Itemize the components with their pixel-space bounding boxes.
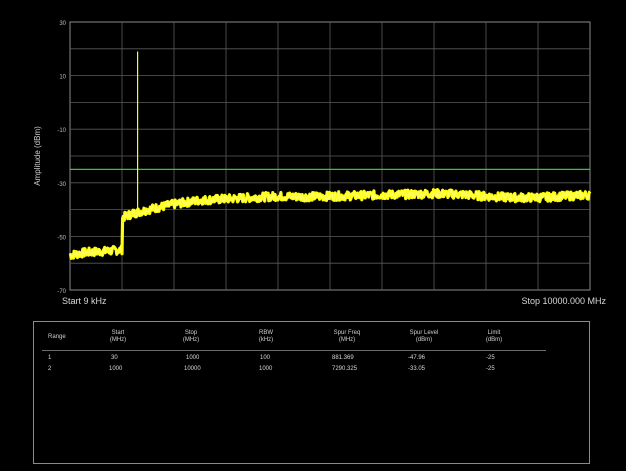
header-limit: Limit (dBm) [480,330,508,344]
row-limit: -25 [486,366,495,372]
row-spur-level: -47.96 [408,355,426,361]
header-start-unit: (MHz) [109,337,127,343]
row-stop: 1000 [186,355,200,361]
y-tick-label: -70 [57,289,66,295]
spectrum-trace [69,189,591,260]
spectrum-plot: 30 10 -10 -30 -50 -70 Amplitude (dBm) [33,21,592,295]
header-rbw-label: RBW [259,330,273,336]
row-stop: 10000 [184,366,201,372]
header-stop-unit: (MHz) [182,337,200,343]
header-spur-freq: Spur Freq (MHz) [327,330,367,344]
header-spur-freq-unit: (MHz) [338,337,356,343]
header-spur-level-label: Spur Level [409,330,439,336]
row-rbw: 1000 [259,366,273,372]
spur-results-table: Range Start (MHz) Stop (MHz) RBW (kHz) S… [33,321,590,464]
header-range-label: Range [48,334,66,340]
header-spur-freq-label: Spur Freq [333,330,361,336]
stop-frequency-label: Stop 10000.000 MHz [521,296,606,306]
header-range: Range [48,334,66,341]
header-limit-unit: (dBm) [485,337,503,343]
row-rbw: 100 [260,355,271,361]
header-rbw-unit: (kHz) [258,337,274,343]
row-start: 30 [111,355,118,361]
header-limit-label: Limit [487,330,501,336]
y-tick-label: -10 [57,128,66,134]
y-tick-label: 30 [59,21,66,27]
header-divider [42,350,546,351]
header-start: Start (MHz) [104,330,132,344]
header-spur-level: Spur Level (dBm) [402,330,446,344]
start-frequency-label: Start 9 kHz [62,296,107,306]
header-start-label: Start [111,330,125,336]
row-start: 1000 [109,366,123,372]
header-stop: Stop (MHz) [177,330,205,344]
y-axis-label: Amplitude (dBm) [33,126,42,186]
row-range: 2 [48,366,52,372]
header-spur-level-unit: (dBm) [415,337,433,343]
row-spur-freq: 881.369 [332,355,354,361]
header-rbw: RBW (kHz) [252,330,280,344]
y-tick-label: 10 [59,75,66,81]
header-stop-label: Stop [184,330,198,336]
y-tick-label: -50 [57,235,66,241]
row-spur-level: -33.05 [408,366,426,372]
row-spur-freq: 7290.325 [332,366,358,372]
row-limit: -25 [486,355,495,361]
y-tick-label: -30 [57,182,66,188]
row-range: 1 [48,355,52,361]
